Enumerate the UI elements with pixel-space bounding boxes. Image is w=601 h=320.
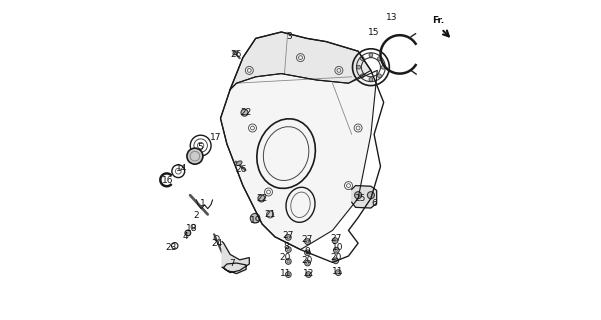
Ellipse shape [377,57,382,60]
Text: 2: 2 [194,212,200,220]
Polygon shape [221,70,377,250]
Text: 23: 23 [165,244,177,252]
Ellipse shape [233,51,238,55]
Ellipse shape [361,74,364,78]
Ellipse shape [185,230,191,236]
Text: 20: 20 [330,253,341,262]
Text: 5: 5 [197,143,203,152]
Ellipse shape [285,259,291,264]
Ellipse shape [357,65,361,69]
Polygon shape [352,186,377,208]
Text: 22: 22 [240,108,252,116]
Ellipse shape [381,65,385,69]
Text: 21: 21 [264,210,276,219]
Text: 15: 15 [368,28,380,36]
Text: 27: 27 [282,231,293,240]
Text: 16: 16 [162,176,174,185]
Text: 7: 7 [229,260,234,268]
Ellipse shape [305,239,311,244]
Ellipse shape [187,148,203,164]
Text: 20: 20 [280,253,291,262]
Ellipse shape [305,260,311,266]
Ellipse shape [332,238,338,244]
Ellipse shape [355,192,362,199]
Ellipse shape [335,270,341,276]
Polygon shape [222,242,249,274]
Text: 1: 1 [200,199,206,208]
Ellipse shape [285,247,291,252]
Ellipse shape [377,74,382,78]
Text: 11: 11 [332,268,343,276]
Polygon shape [230,32,371,90]
Ellipse shape [241,109,248,116]
Text: 8: 8 [283,242,289,251]
Text: 12: 12 [303,269,314,278]
Text: 6: 6 [371,199,377,208]
Text: 27: 27 [301,236,313,244]
Ellipse shape [306,272,311,277]
Text: 22: 22 [257,194,267,203]
Text: 4: 4 [183,232,188,241]
Ellipse shape [367,192,374,199]
Ellipse shape [361,57,364,60]
Ellipse shape [285,235,291,240]
Text: 14: 14 [177,164,188,172]
Text: Fr.: Fr. [432,16,444,25]
Text: 13: 13 [386,13,397,22]
Ellipse shape [333,258,338,264]
Ellipse shape [334,247,339,253]
Text: 18: 18 [186,224,198,233]
Text: 24: 24 [212,239,223,248]
Text: 19: 19 [250,216,261,225]
Text: 9: 9 [305,247,310,256]
Ellipse shape [369,53,373,57]
Ellipse shape [369,77,373,81]
Text: 17: 17 [210,133,221,142]
Text: 27: 27 [330,234,341,243]
Ellipse shape [305,250,311,256]
Ellipse shape [267,211,273,218]
Ellipse shape [236,161,242,165]
Text: 26: 26 [231,50,242,59]
Text: 20: 20 [301,256,313,265]
Text: 10: 10 [332,244,343,252]
Text: 3: 3 [287,32,292,41]
Text: 26: 26 [236,165,247,174]
Ellipse shape [250,213,260,223]
Text: 11: 11 [280,269,292,278]
Text: 25: 25 [354,194,365,203]
Ellipse shape [258,195,265,202]
Ellipse shape [285,272,291,277]
